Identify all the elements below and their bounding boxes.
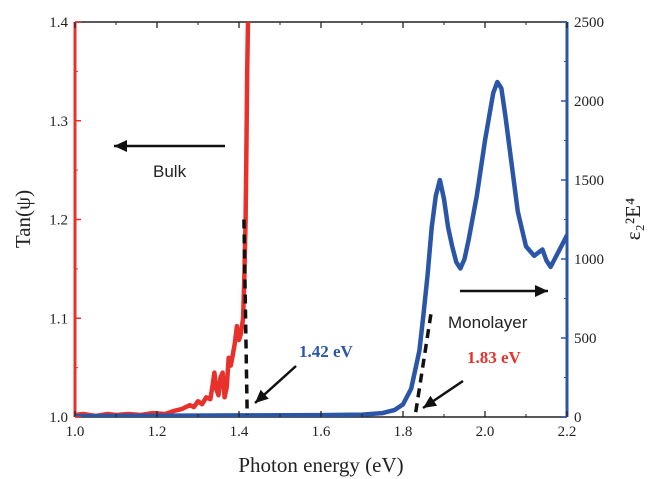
right-y-tick-label: 2000 [574,94,604,110]
x-tick-label: 1.0 [66,424,85,440]
x-tick-label: 2.2 [558,424,577,440]
left-y-tick-label: 1.4 [49,15,68,31]
monolayer-direction-arrow [460,285,548,297]
left-y-tick-label: 1.3 [49,114,68,130]
right-y-axis-title: ε₂²E⁴ [621,198,645,241]
monolayer-edge-arrow-head [423,395,438,408]
x-tick-label: 2.0 [476,424,495,440]
right-y-tick-label: 1500 [574,173,604,189]
bulk-direction-arrow-head [114,140,127,152]
bulk-edge-arrow-head [255,389,269,403]
x-tick-label: 1.4 [230,424,249,440]
right-y-tick-label: 500 [574,331,597,347]
left-y-axis-title: Tan(ψ) [11,190,35,248]
bulk-edge-arrow [254,365,297,404]
right-y-tick-label: 2500 [574,15,604,31]
series-line-bulk [75,22,251,417]
x-tick-label: 1.8 [394,424,413,440]
bulk-label: Bulk [153,162,187,181]
bulk-edge-label: 1.42 eV [299,342,354,361]
bulk-edge-dashed-line [242,219,249,416]
left-y-tick-label: 1.1 [49,311,68,327]
monolayer-edge-arrow [422,379,464,410]
right-y-tick-label: 0 [574,410,582,426]
left-y-tick-label: 1.0 [49,410,68,426]
bulk-direction-arrow [114,140,225,152]
monolayer-direction-arrow-head [535,285,548,297]
x-tick-label: 1.6 [312,424,331,440]
x-axis-title: Photon energy (eV) [238,453,403,477]
series-line-monolayer [75,79,567,417]
monolayer-edge-label: 1.83 eV [467,348,522,367]
x-tick-label: 1.2 [148,424,167,440]
monolayer-edge-dashed-line [413,314,433,416]
monolayer-label: Monolayer [448,313,528,332]
right-y-tick-label: 1000 [574,252,604,268]
left-y-tick-label: 1.2 [49,213,68,229]
